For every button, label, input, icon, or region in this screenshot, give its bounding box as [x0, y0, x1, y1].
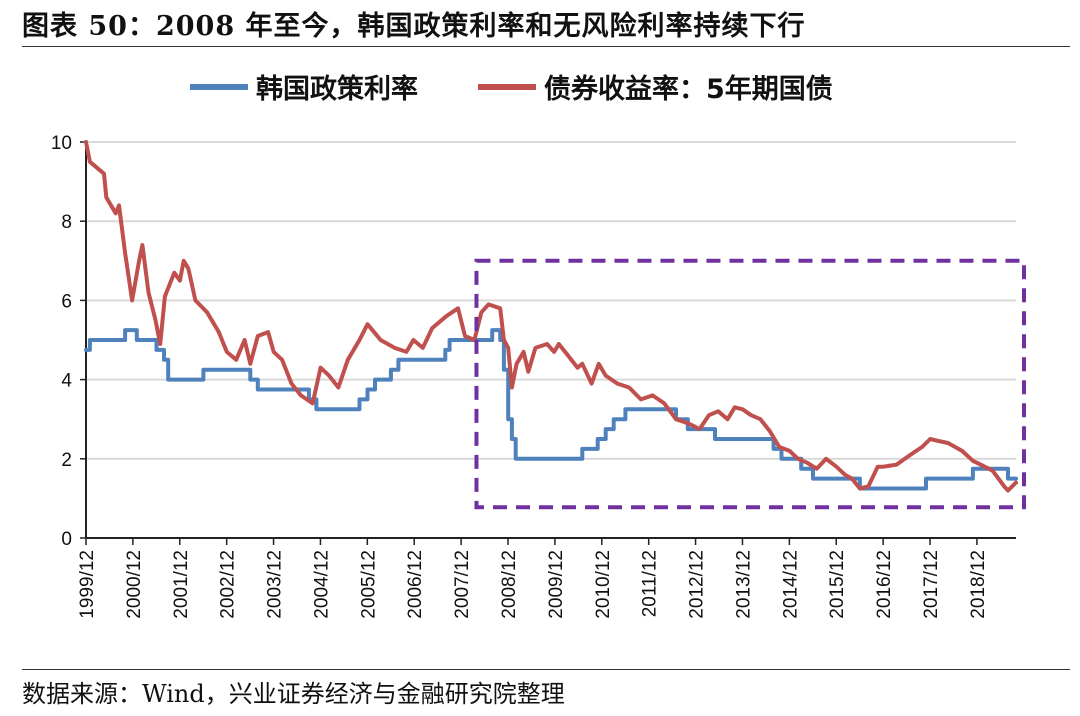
x-tick-label: 2011/12 [640, 550, 661, 617]
source-note: 数据来源：Wind，兴业证券经济与金融研究院整理 [22, 680, 565, 708]
x-tick-label: 2006/12 [405, 550, 426, 619]
x-tick-label: 2007/12 [452, 550, 473, 619]
legend-label-bond-yield: 债券收益率：5年期国债 [544, 73, 833, 105]
x-axis-ticks: 1999/12 2000/12 2001/12 2002/12 2003/12 2004/… [77, 538, 989, 619]
series-line-bond-yield [84, 140, 1018, 493]
chart-title: 图表 50：2008 年至今，韩国政策利率和无风险利率持续下行 [22, 11, 806, 42]
x-tick-label: 2012/12 [687, 550, 708, 619]
x-tick-label: 2013/12 [733, 550, 754, 619]
x-tick-label: 2014/12 [780, 550, 801, 619]
footer-rule [22, 669, 1070, 670]
y-tick-label: 2 [61, 450, 72, 471]
y-tick-label: 0 [61, 529, 72, 550]
series-line-policy-rate [84, 328, 1018, 491]
y-axis-ticks: 0 2 4 6 8 10 [51, 133, 86, 550]
series-lines [84, 140, 1018, 493]
highlight-box [474, 258, 1026, 510]
y-tick-label: 6 [61, 291, 72, 312]
highlight-rect [474, 258, 1026, 510]
legend-label-policy-rate: 韩国政策利率 [256, 73, 418, 105]
x-tick-label: 2000/12 [124, 550, 145, 619]
gridlines [86, 141, 1016, 460]
y-tick-label: 4 [61, 371, 72, 392]
x-tick-label: 2010/12 [593, 550, 614, 619]
legend: 韩国政策利率 债券收益率：5年期国债 [190, 73, 833, 105]
x-tick-label: 2004/12 [311, 550, 332, 619]
title-rule [22, 46, 1070, 47]
x-tick-label: 2002/12 [218, 550, 239, 619]
x-tick-label: 2001/12 [171, 550, 192, 619]
x-tick-label: 2018/12 [968, 550, 989, 619]
y-tick-label: 8 [61, 212, 72, 233]
x-tick-label: 1999/12 [77, 550, 98, 619]
x-tick-label: 2015/12 [827, 550, 848, 619]
x-tick-label: 2017/12 [921, 550, 942, 619]
y-tick-label: 10 [51, 133, 72, 154]
x-tick-label: 2016/12 [874, 550, 895, 619]
axes [85, 142, 1016, 539]
x-tick-label: 2003/12 [265, 550, 286, 619]
x-tick-label: 2009/12 [546, 550, 567, 619]
x-tick-label: 2008/12 [499, 550, 520, 619]
x-tick-label: 2005/12 [358, 550, 379, 619]
